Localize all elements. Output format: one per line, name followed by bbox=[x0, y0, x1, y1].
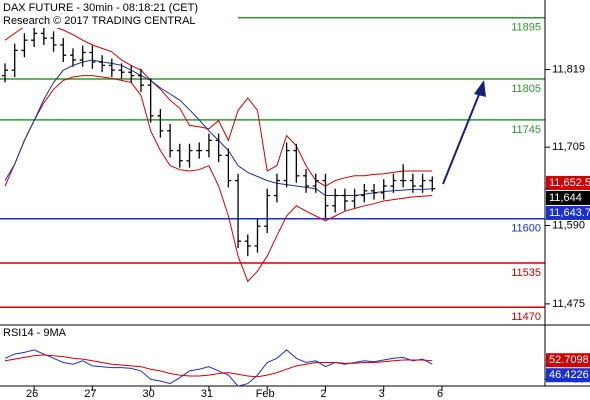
last-value-box bbox=[546, 368, 590, 383]
y-tick-label: 11,705 bbox=[552, 141, 585, 153]
level-label: 11805 bbox=[511, 83, 541, 95]
rsi-line bbox=[4, 349, 433, 387]
level-label-bg bbox=[504, 82, 544, 96]
x-tick-label: 2 bbox=[320, 388, 326, 400]
rsi-title: RSI14 - 9MA bbox=[3, 327, 67, 339]
last-value-box bbox=[546, 190, 590, 205]
level-label-bg bbox=[504, 122, 544, 136]
arrow-shaft bbox=[442, 91, 481, 185]
level-label-bg bbox=[504, 265, 544, 279]
level-label-bg bbox=[504, 221, 544, 235]
y-tick-label: 11,590 bbox=[552, 219, 585, 231]
forecast-arrow bbox=[442, 80, 486, 185]
level-label: 11745 bbox=[511, 124, 541, 136]
level-label-bg bbox=[504, 310, 544, 324]
last-value-label: 11,644 bbox=[549, 192, 582, 204]
last-value-box bbox=[546, 353, 590, 368]
level-label: 11535 bbox=[511, 267, 541, 279]
level-label: 11600 bbox=[511, 223, 541, 235]
last-value-label: 52.7098 bbox=[549, 354, 589, 366]
arrow-head bbox=[474, 80, 486, 97]
lower-band bbox=[4, 75, 433, 283]
x-tick-label: 30 bbox=[143, 388, 155, 400]
x-tick-label: 27 bbox=[84, 388, 96, 400]
plot bbox=[0, 16, 545, 324]
chart-subtitle: Research © 2017 TRADING CENTRAL bbox=[3, 15, 196, 27]
x-tick-label: 31 bbox=[201, 388, 213, 400]
last-value-label: 11,643.7 bbox=[549, 207, 590, 219]
x-tick-label: 6 bbox=[437, 388, 443, 400]
upper-band bbox=[4, 19, 433, 187]
x-tick-label: Feb bbox=[256, 388, 275, 400]
last-value-box bbox=[546, 205, 590, 220]
y-tick-label: 11,819 bbox=[552, 63, 585, 75]
level-label: 11470 bbox=[511, 311, 541, 323]
chart-title: DAX FUTURE - 30min - 08:18:21 (CET) bbox=[3, 2, 198, 14]
title-bg bbox=[0, 0, 238, 28]
level-label: 11895 bbox=[511, 22, 541, 34]
rsi-ma-line bbox=[4, 354, 433, 378]
y-tick-label: 11,475 bbox=[552, 298, 585, 310]
last-value-label: 46.4226 bbox=[549, 369, 589, 381]
last-value-label: 11,652.5 bbox=[549, 177, 590, 189]
level-label-bg bbox=[504, 20, 544, 34]
x-tick-label: 26 bbox=[26, 388, 38, 400]
last-value-box bbox=[546, 175, 590, 190]
x-tick-label: 3 bbox=[379, 388, 385, 400]
